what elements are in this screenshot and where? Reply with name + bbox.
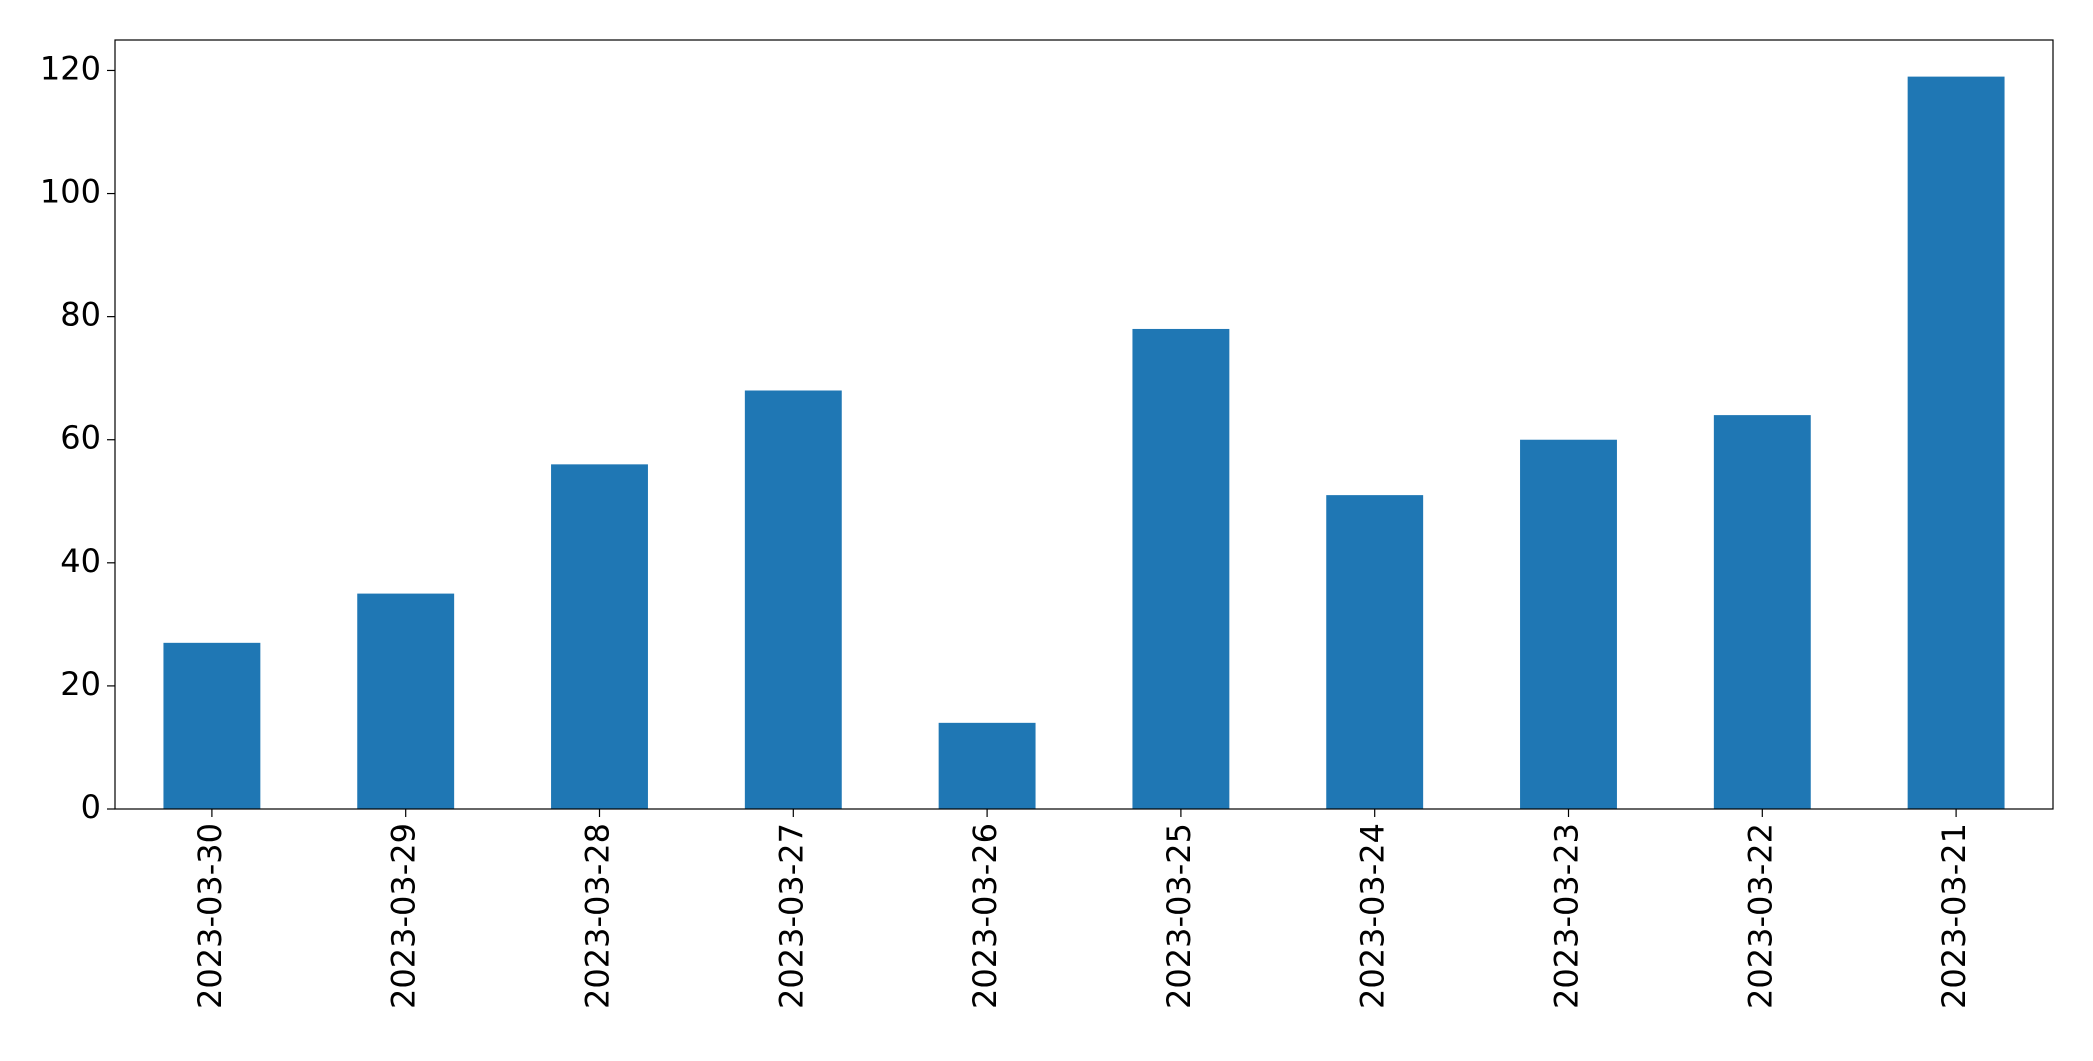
x-tick-label: 2023-03-22 (1741, 823, 1779, 1009)
bar (163, 642, 261, 809)
bar (744, 390, 842, 809)
y-tick-label: 20 (60, 665, 101, 703)
x-tick-label: 2023-03-30 (191, 823, 229, 1009)
bar (1132, 328, 1230, 809)
x-tick-label: 2023-03-21 (1935, 823, 1973, 1009)
bar (357, 593, 455, 809)
y-tick-label: 0 (81, 788, 101, 826)
plot-frame (114, 39, 2054, 810)
x-tick-label: 2023-03-25 (1160, 823, 1198, 1009)
bar (938, 722, 1036, 809)
y-tick-label: 80 (60, 296, 101, 334)
x-tick-label: 2023-03-26 (966, 823, 1004, 1009)
x-tick-label: 2023-03-24 (1354, 823, 1392, 1009)
bar (551, 464, 648, 809)
x-tick-label: 2023-03-28 (579, 823, 617, 1009)
bar (1907, 76, 2005, 810)
y-tick-label: 60 (60, 419, 101, 457)
bar (1326, 495, 1424, 809)
y-tick-label: 40 (60, 542, 101, 580)
x-tick-label: 2023-03-29 (385, 823, 423, 1009)
y-tick-label: 100 (40, 173, 101, 211)
x-tick-label: 2023-03-23 (1548, 823, 1586, 1009)
bar (1520, 439, 1617, 809)
bar (1713, 415, 1811, 809)
y-tick-label: 120 (40, 49, 101, 87)
x-tick-label: 2023-03-27 (772, 823, 810, 1009)
